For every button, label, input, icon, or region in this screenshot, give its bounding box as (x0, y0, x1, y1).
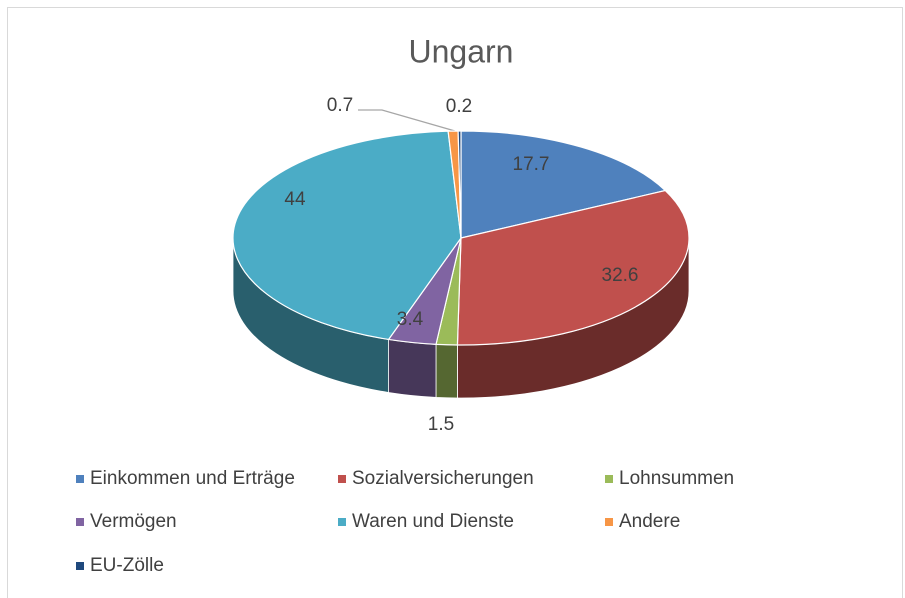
slice-side (388, 338, 437, 398)
legend-label: Andere (619, 511, 680, 532)
leader-line (358, 109, 456, 132)
legend-label: Waren und Dienste (352, 511, 514, 532)
legend-swatch (76, 562, 84, 570)
slice (457, 130, 462, 239)
legend-swatch (76, 475, 84, 483)
legend-label: EU-Zölle (90, 555, 164, 576)
legend-label: Lohnsummen (619, 468, 734, 489)
chart-title: Ungarn (409, 33, 514, 69)
data-label: 32.6 (602, 265, 639, 286)
data-label: 17.7 (513, 154, 550, 175)
data-label: 1.5 (428, 414, 454, 435)
legend-label: Vermögen (90, 511, 177, 532)
slice (460, 130, 667, 239)
legend-label: Sozialversicherungen (352, 468, 534, 489)
legend-label: Einkommen und Erträge (90, 468, 295, 489)
legend-swatch (76, 518, 84, 526)
data-label: 0.7 (327, 95, 353, 116)
legend-swatch (338, 475, 346, 483)
slice (232, 130, 462, 341)
legend-swatch (605, 475, 613, 483)
legend-swatch (605, 518, 613, 526)
slice (456, 189, 690, 346)
slice-side (435, 343, 458, 399)
data-label: 3.4 (397, 309, 424, 330)
data-label: 44 (284, 189, 306, 210)
legend-swatch (338, 518, 346, 526)
data-label: 0.2 (446, 96, 472, 117)
